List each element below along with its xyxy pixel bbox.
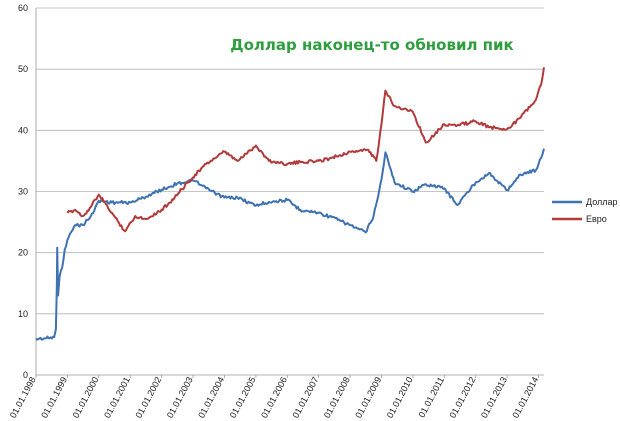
y-tick-label: 20 [18,248,28,258]
y-tick-label: 60 [18,3,28,13]
y-tick-label: 0 [23,370,28,380]
y-axis-tick-labels: 0 10 20 30 40 50 60 [18,3,28,380]
y-tick-label: 10 [18,309,28,319]
legend: Доллар Евро [552,197,618,224]
y-tick-label: 30 [18,187,28,197]
series-line-dollar [35,148,545,341]
gridlines [35,7,544,376]
y-tick-label: 50 [18,64,28,74]
chart-title: Доллар наконец-то обновил пик [230,36,514,54]
series-line-euro [66,67,545,233]
legend-label-euro: Евро [586,214,607,224]
series-lines [35,67,545,341]
legend-label-dollar: Доллар [586,197,618,207]
y-tick-label: 40 [18,125,28,135]
